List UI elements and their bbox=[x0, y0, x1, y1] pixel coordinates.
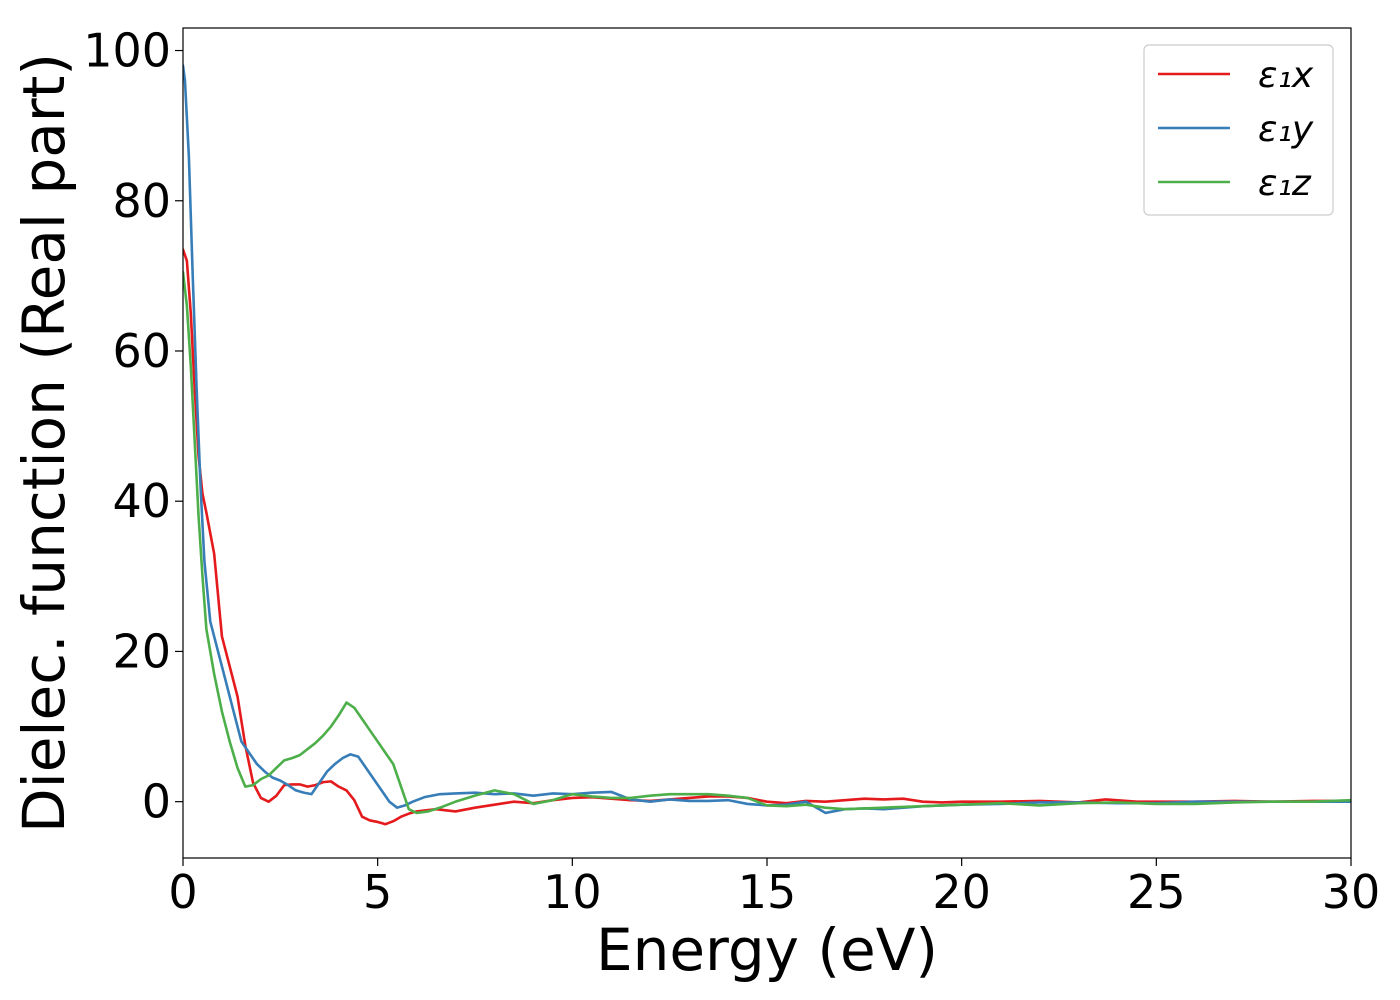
legend-label-1: ε₁x bbox=[1258, 55, 1314, 96]
series-line-1 bbox=[183, 248, 1351, 826]
y-axis-label: Dielec. function (Real part) bbox=[10, 53, 78, 833]
y-tick-label: 100 bbox=[83, 24, 171, 78]
x-tick-label: 0 bbox=[168, 865, 197, 919]
x-tick-label: 15 bbox=[738, 865, 797, 919]
x-tick-label: 10 bbox=[543, 865, 602, 919]
y-tick-label: 0 bbox=[142, 775, 171, 829]
x-tick-label: 25 bbox=[1127, 865, 1186, 919]
x-axis-ticks: 0 5 10 15 20 25 30 bbox=[168, 858, 1380, 919]
x-tick-label: 5 bbox=[363, 865, 392, 919]
x-tick-label: 20 bbox=[932, 865, 991, 919]
y-tick-label: 80 bbox=[112, 174, 171, 228]
x-tick-label: 30 bbox=[1322, 865, 1381, 919]
x-axis-label: Energy (eV) bbox=[596, 916, 938, 984]
legend-label-2: ε₁y bbox=[1258, 109, 1314, 150]
y-tick-label: 60 bbox=[112, 324, 171, 378]
legend-box bbox=[1143, 44, 1334, 216]
series-line-3 bbox=[183, 270, 1351, 815]
y-tick-label: 20 bbox=[112, 624, 171, 678]
legend: ε₁x ε₁y ε₁z bbox=[1143, 44, 1334, 216]
y-axis-ticks: 0 20 40 60 80 100 bbox=[83, 24, 183, 829]
y-tick-label: 40 bbox=[112, 474, 171, 528]
legend-label-3: ε₁z bbox=[1258, 163, 1312, 204]
